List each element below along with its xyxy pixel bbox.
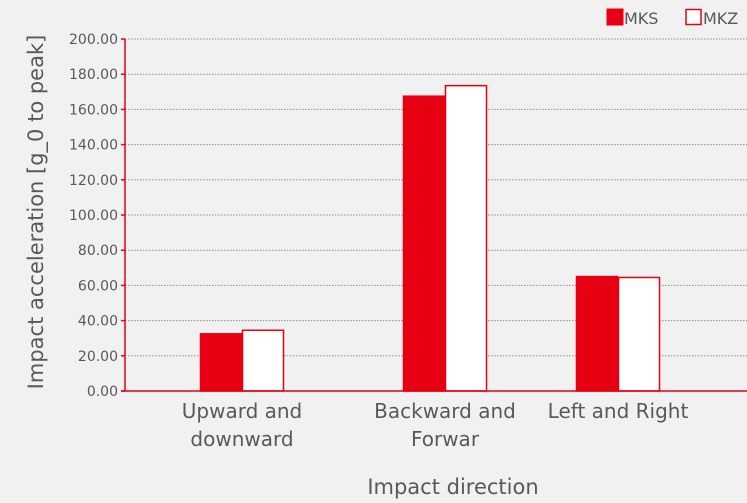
- legend-swatch-mkz: [685, 8, 702, 26]
- legend-label-mkz: MKZ: [703, 9, 738, 28]
- y-tick-label: 140.00: [69, 138, 118, 154]
- x-category-label: Upward and: [182, 399, 303, 423]
- y-tick-label: 80.00: [78, 243, 118, 259]
- bar-mks: [402, 95, 446, 392]
- bars: [199, 84, 661, 392]
- x-category-label: Left and Right: [548, 399, 689, 423]
- bar-mkz: [241, 329, 285, 392]
- y-tick-label: 20.00: [78, 349, 118, 365]
- y-tick-label: 200.00: [69, 32, 118, 48]
- y-tick-label: 180.00: [69, 67, 118, 83]
- x-category-label: downward: [190, 427, 293, 451]
- y-tick-label: 40.00: [78, 314, 118, 330]
- y-tick-label: 60.00: [78, 278, 118, 294]
- y-tick-label: 120.00: [69, 173, 118, 189]
- y-tick-label: 0.00: [87, 384, 118, 400]
- x-category-label: Backward and: [374, 399, 516, 423]
- bar-mkz: [617, 276, 661, 392]
- y-axis-title: Impact acceleration [g_0 to peak]: [24, 35, 49, 390]
- legend-swatch-mks: [606, 8, 624, 26]
- legend: MKS MKZ: [606, 8, 738, 28]
- bar-mks: [575, 275, 619, 392]
- y-axis-ticks: 0.00 20.00 40.00 60.00 80.00 100.00 120.00 140.…: [69, 32, 125, 400]
- legend-label-mks: MKS: [624, 9, 658, 28]
- bar-mkz: [444, 84, 488, 392]
- bar-mks: [199, 333, 243, 392]
- x-category-label: Forwar: [411, 427, 480, 451]
- y-tick-label: 100.00: [69, 208, 118, 224]
- y-tick-label: 160.00: [69, 102, 118, 118]
- x-axis-category-labels: Upward and downward Backward and Forwar Left…: [182, 399, 689, 451]
- x-axis-title: Impact direction: [367, 475, 538, 499]
- axes: [121, 39, 747, 392]
